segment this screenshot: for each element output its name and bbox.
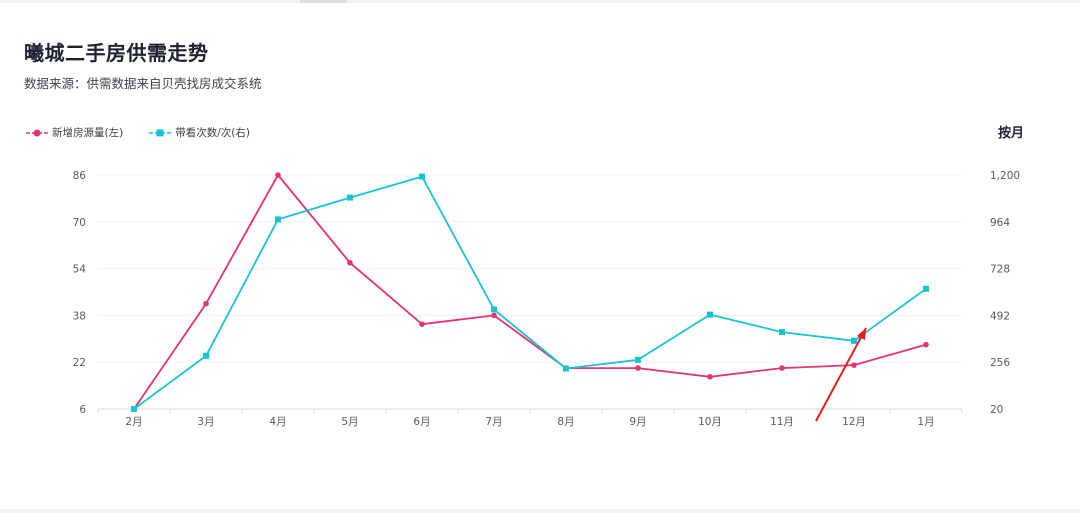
x-tick-label: 11月 [770,416,794,428]
x-tick-label: 3月 [197,416,214,428]
supply-line [133,174,927,410]
supply-point [851,362,857,368]
supply-point [203,300,209,307]
supply-point [707,374,713,380]
views-point [275,216,281,223]
legend-supply-marker [26,129,48,136]
annotation-arrow-shaft [815,327,867,422]
supply-point [491,312,497,319]
x-tick-label: 5月 [341,416,358,428]
legend-supply-label: 新增房源量(左) [52,127,124,139]
views-point [851,337,857,344]
y-left-tick-label: 70 [73,217,86,229]
views-point [419,173,425,180]
x-tick-label: 2月 [125,416,142,428]
legend-views-label: 带看次数/次(右) [175,127,250,139]
x-tick-label: 8月 [557,416,574,428]
y-right-tick-label: 492 [990,310,1010,322]
x-tick-label: 1月 [917,416,934,428]
legend-item-views[interactable]: 带看次数/次(右) [149,125,250,140]
x-tick-label: 6月 [413,416,430,428]
views-point [203,352,209,359]
annotation-arrow-head [857,328,866,340]
y-right-tick-label: 728 [990,264,1010,276]
views-point [131,406,137,412]
top-tab-indicator [300,0,346,3]
views-point [563,365,569,372]
views-point [635,356,641,363]
data-source-note: 数据来源：供需数据来自贝壳找房成交系统 [24,76,262,91]
legend-views-marker [149,129,172,136]
supply-point [635,365,641,371]
supply-point [419,321,425,327]
legend-item-supply[interactable]: 新增房源量(左) [26,125,123,140]
top-border [0,0,1080,3]
x-tick-label: 9月 [629,416,646,428]
supply-point [275,172,281,178]
y-left-tick-label: 6 [79,404,86,416]
x-tick-label: 10月 [698,416,722,428]
x-tick-label: 12月 [842,416,866,428]
views-point [491,306,497,313]
y-right-tick-label: 1,200 [990,170,1020,182]
views-point [707,311,713,318]
y-right-tick-label: 20 [990,404,1003,416]
supply-point [779,365,785,371]
y-right-tick-label: 256 [990,357,1010,369]
y-left-tick-label: 38 [73,310,86,322]
page-title: 曦城二手房供需走势 [24,41,209,65]
chart-legend: 新增房源量(左) 带看次数/次(右) [26,125,250,140]
views-point [923,285,929,292]
views-line [133,175,927,410]
period-toggle-monthly[interactable]: 按月 [997,126,1024,141]
views-point [779,329,785,336]
views-point [347,194,353,201]
y-right-tick-label: 964 [990,217,1010,229]
x-tick-label: 4月 [269,416,286,428]
supply-point [347,259,353,266]
y-left-tick-label: 54 [73,264,87,276]
x-tick-label: 7月 [485,416,502,428]
bottom-border [0,509,1080,513]
supply-point [923,341,929,348]
y-left-tick-label: 86 [73,170,87,182]
y-left-tick-label: 22 [73,357,86,369]
